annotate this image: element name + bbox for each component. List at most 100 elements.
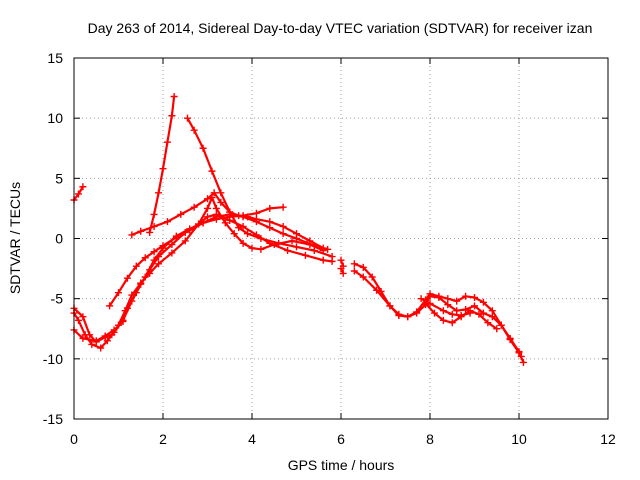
data-point (448, 310, 456, 318)
series-trace-9 (337, 256, 347, 270)
x-axis-label: GPS time / hours (288, 457, 395, 473)
data-point (475, 310, 483, 318)
data-point (115, 321, 122, 329)
data-point (368, 273, 376, 281)
data-point (132, 262, 140, 270)
series-trace-6 (70, 194, 327, 346)
data-point (204, 213, 211, 221)
data-point (199, 219, 207, 227)
data-point (248, 244, 256, 252)
data-point (293, 230, 300, 238)
data-point (337, 265, 345, 273)
data-point (386, 302, 394, 310)
x-tick-label: 12 (600, 431, 616, 447)
data-point (190, 126, 198, 134)
data-point (239, 239, 247, 247)
data-point (150, 210, 158, 218)
series-trace-12 (350, 267, 525, 360)
data-point (266, 204, 274, 212)
data-point (471, 302, 478, 310)
data-point (426, 299, 434, 307)
data-point (439, 307, 447, 315)
data-point (339, 269, 347, 277)
data-point (435, 292, 443, 300)
data-point (146, 228, 154, 236)
data-point (488, 313, 496, 321)
data-point (462, 292, 470, 300)
data-point (426, 290, 434, 298)
data-point (252, 231, 260, 239)
data-point (244, 213, 252, 221)
data-point (404, 313, 412, 321)
x-tick-labels: 0 2 4 6 8 10 12 (70, 431, 616, 447)
x-tick-label: 10 (511, 431, 527, 447)
data-point (190, 203, 198, 211)
data-point (301, 251, 309, 259)
data-point (101, 333, 109, 341)
data-point (373, 286, 381, 294)
data-point (453, 297, 461, 305)
data-point (350, 267, 358, 275)
data-point (212, 213, 220, 221)
data-point (208, 167, 216, 175)
data-point (337, 256, 345, 264)
y-tick-labels: -15 -10 -5 0 5 10 15 (43, 50, 63, 427)
data-point (457, 312, 465, 320)
data-point (506, 334, 514, 342)
data-point (217, 198, 225, 206)
data-point (306, 237, 314, 245)
data-point (186, 226, 194, 234)
data-point (517, 352, 525, 360)
grid-lines (74, 58, 608, 419)
data-point (74, 316, 82, 324)
data-point (170, 93, 178, 101)
data-point (115, 289, 122, 297)
data-point (217, 189, 225, 197)
data-point (74, 190, 82, 198)
y-tick-label: 15 (47, 50, 63, 66)
data-point (439, 316, 447, 324)
data-point (279, 203, 287, 211)
data-series (70, 93, 527, 366)
data-point (146, 269, 154, 277)
data-point (284, 247, 292, 255)
y-tick-label: 0 (55, 231, 63, 247)
data-point (515, 348, 523, 356)
plot-frame (73, 57, 609, 420)
data-point (252, 209, 260, 217)
data-point (103, 337, 111, 345)
data-point (79, 313, 87, 321)
data-point (444, 301, 452, 309)
data-point (279, 222, 287, 230)
series-trace-7 (106, 210, 332, 310)
data-point (212, 204, 220, 212)
data-point (97, 344, 105, 352)
data-point (293, 243, 300, 251)
series-trace-10 (337, 265, 347, 277)
data-point (395, 310, 403, 318)
data-point (488, 307, 496, 315)
data-point (324, 245, 332, 253)
data-point (328, 257, 336, 265)
data-point (288, 237, 296, 245)
data-point (183, 114, 191, 122)
series-trace-2 (146, 93, 178, 236)
data-point (479, 309, 487, 317)
series-line (108, 213, 329, 307)
x-tick-label: 4 (248, 431, 256, 447)
series-line (353, 269, 523, 358)
data-point (204, 195, 211, 203)
series-trace-5 (70, 203, 287, 345)
data-point (210, 189, 218, 197)
data-point (155, 189, 163, 197)
data-point (172, 233, 180, 241)
data-point (244, 230, 252, 238)
data-point (159, 165, 167, 173)
y-tick-label: -15 (43, 411, 63, 427)
data-point (359, 273, 367, 281)
data-point (150, 256, 158, 264)
data-point (163, 138, 171, 146)
data-point (79, 183, 87, 191)
data-point (257, 245, 265, 253)
